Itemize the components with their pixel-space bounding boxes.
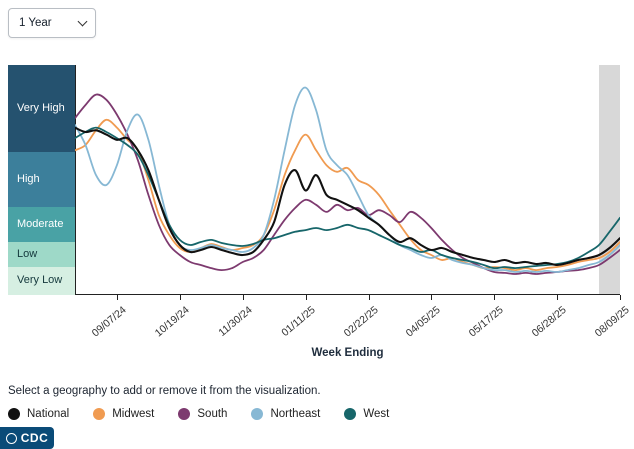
y-axis-band-low: Low [8,242,75,267]
legend-label: West [363,408,390,420]
legend-label: South [197,408,228,420]
cdc-logo[interactable]: CDC [0,427,54,449]
timeframe-select[interactable]: 1 Year [8,8,96,38]
legend-item-northeast[interactable]: Northeast [251,408,320,420]
legend-dot [178,408,191,420]
series-line-national [75,126,620,267]
y-axis-bands: Very High High Moderate Low Very Low [8,65,75,295]
x-tick-label: 10/19/24 [152,304,192,340]
x-tick-mark [620,295,621,300]
x-tick-label: 08/09/25 [592,304,632,340]
plot-area [75,65,620,295]
legend-dot [344,408,357,420]
x-axis-ticks: 09/07/24 10/19/24 11/30/24 01/11/25 02/22/25… [75,295,632,365]
x-tick-label: 04/05/25 [403,304,444,340]
legend-dot [251,408,264,420]
legend-item-west[interactable]: West [344,408,389,420]
x-tick-mark [368,295,370,300]
x-tick-mark [494,295,496,300]
legend-dot [93,408,106,420]
x-tick-mark [305,295,307,300]
y-axis-band-high: High [8,152,75,207]
y-axis-band-very-high: Very High [8,65,75,152]
y-axis-band-very-low: Very Low [8,267,75,295]
y-axis-band-moderate: Moderate [8,207,75,242]
x-tick-label: 02/22/25 [341,304,381,340]
legend-item-south[interactable]: South [178,408,227,420]
y-axis-band-label: Moderate [17,217,64,230]
legend-dot [8,408,20,420]
legend: National Midwest South Northeast West [8,408,389,420]
y-axis-band-label: High [17,172,40,185]
cdc-logo-text: CDC [20,431,49,445]
x-tick-label: 05/17/25 [466,304,506,340]
x-tick-mark [116,295,118,300]
legend-item-national[interactable]: National [8,408,69,420]
y-axis-band-label: Low [17,247,38,260]
series-line-northeast [75,86,620,273]
geography-caption: Select a geography to add or remove it f… [8,385,321,397]
legend-label: Midwest [112,408,155,420]
x-tick-label: 06/28/25 [529,304,569,340]
x-tick-mark [557,295,559,300]
series-line-midwest [75,118,620,271]
legend-label: National [27,408,70,420]
series-line-south [75,93,620,275]
x-tick-label: 09/07/24 [89,304,129,340]
timeframe-select-wrap: 1 Year [8,8,96,38]
x-tick-label: 11/30/24 [215,304,255,339]
y-axis-band-label: Very Low [17,274,63,287]
y-axis-band-label: Very High [17,101,65,114]
cdc-logo-mark-icon [5,432,17,444]
x-tick-mark [431,295,433,300]
x-tick-mark [242,295,244,300]
x-axis-title: Week Ending [311,347,384,359]
legend-item-midwest[interactable]: Midwest [93,408,154,420]
x-tick-mark [179,295,181,300]
legend-label: Northeast [270,408,321,420]
chart-region: Very High High Moderate Low Very Low 09/07/2… [8,65,632,365]
x-tick-label: 01/11/25 [278,304,318,339]
series-line-west [75,126,620,270]
